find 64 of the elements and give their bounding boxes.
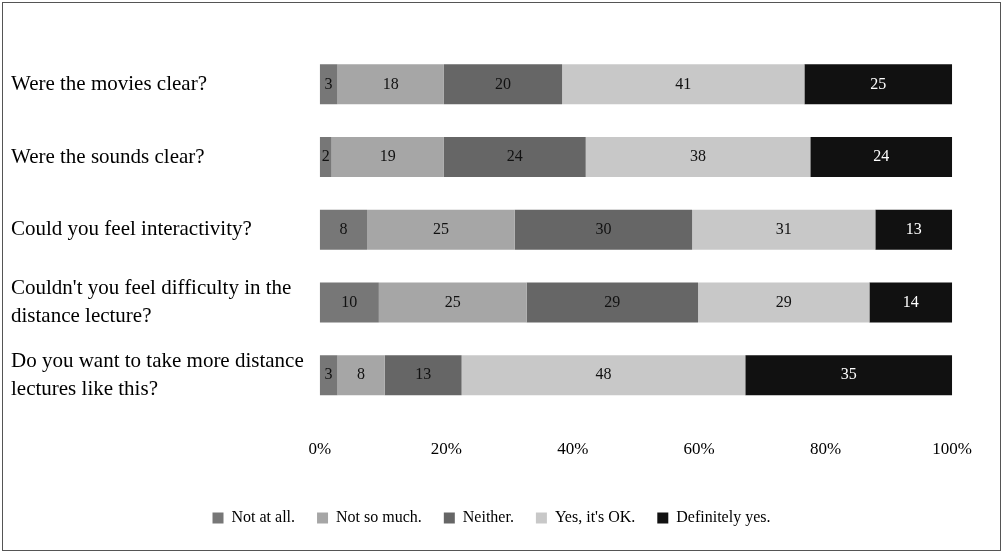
data-label: 30 xyxy=(595,220,612,237)
bar xyxy=(461,355,746,396)
x2-tick-label: 80% xyxy=(810,439,842,459)
data-label: 3 xyxy=(324,365,333,383)
legend-label: Definitely yes. xyxy=(676,508,771,527)
y-tick-label: Could you feel interactivity? xyxy=(11,216,252,241)
data-label: 25 xyxy=(870,74,887,92)
legend-label: Not at all. xyxy=(231,508,296,526)
bar xyxy=(319,209,368,250)
bar xyxy=(337,64,444,105)
data-label: 8 xyxy=(357,365,366,383)
data-label: 14 xyxy=(902,292,919,310)
data-label: 3 xyxy=(324,74,333,92)
bar xyxy=(526,282,699,323)
bar xyxy=(692,209,876,250)
y-tick-label: Couldn't you feel difficulty in the distance lecture? xyxy=(11,274,292,328)
bar xyxy=(331,137,444,178)
data-label: 18 xyxy=(382,74,399,92)
bar xyxy=(875,209,953,250)
data-label: 10 xyxy=(341,292,358,310)
bar xyxy=(514,209,693,250)
bar xyxy=(319,137,332,178)
bar xyxy=(384,355,462,396)
bar xyxy=(869,282,953,323)
data-label: 25 xyxy=(444,292,461,310)
data-label: 2 xyxy=(321,147,330,165)
y-tick-label: Do you want to take more distance lectures like this? xyxy=(11,347,304,400)
bar xyxy=(443,64,563,105)
x2-tick-label: 60% xyxy=(683,439,715,459)
data-label: 8 xyxy=(339,220,348,237)
bar xyxy=(337,355,385,396)
bar xyxy=(698,282,870,323)
bar xyxy=(804,64,953,105)
data-label: 35 xyxy=(840,365,857,383)
x2-tick-label: 40% xyxy=(557,439,589,459)
x2-tick-label: 0% xyxy=(308,439,332,459)
data-label: 31 xyxy=(775,220,792,237)
data-label: 24 xyxy=(506,147,523,165)
data-label: 25 xyxy=(432,220,449,237)
x2-tick-label: 100% xyxy=(932,439,973,459)
bar xyxy=(810,137,953,178)
bar xyxy=(562,64,805,105)
data-label: 20 xyxy=(494,74,511,92)
bar xyxy=(745,355,953,396)
bar xyxy=(443,137,586,178)
data-label: 13 xyxy=(415,365,432,383)
data-label: 29 xyxy=(604,292,621,310)
data-label: 48 xyxy=(595,365,612,383)
legend-label: Not so much. xyxy=(336,508,422,526)
bar xyxy=(378,282,527,323)
legend-label: Neither. xyxy=(462,508,514,526)
data-label: 41 xyxy=(675,74,692,92)
y-tick-label: Were the movies clear? xyxy=(11,70,207,95)
bar xyxy=(585,137,811,178)
data-label: 19 xyxy=(379,147,396,165)
data-label: 13 xyxy=(905,220,922,237)
y-tick-label: Were the sounds clear? xyxy=(11,143,205,168)
data-label: 38 xyxy=(690,147,707,165)
x2-tick-label: 20% xyxy=(430,439,462,459)
data-label: 29 xyxy=(775,292,792,310)
legend-label: Yes, it's OK. xyxy=(554,508,636,526)
data-label: 24 xyxy=(873,147,890,165)
bar xyxy=(319,282,379,323)
bar xyxy=(367,209,515,250)
